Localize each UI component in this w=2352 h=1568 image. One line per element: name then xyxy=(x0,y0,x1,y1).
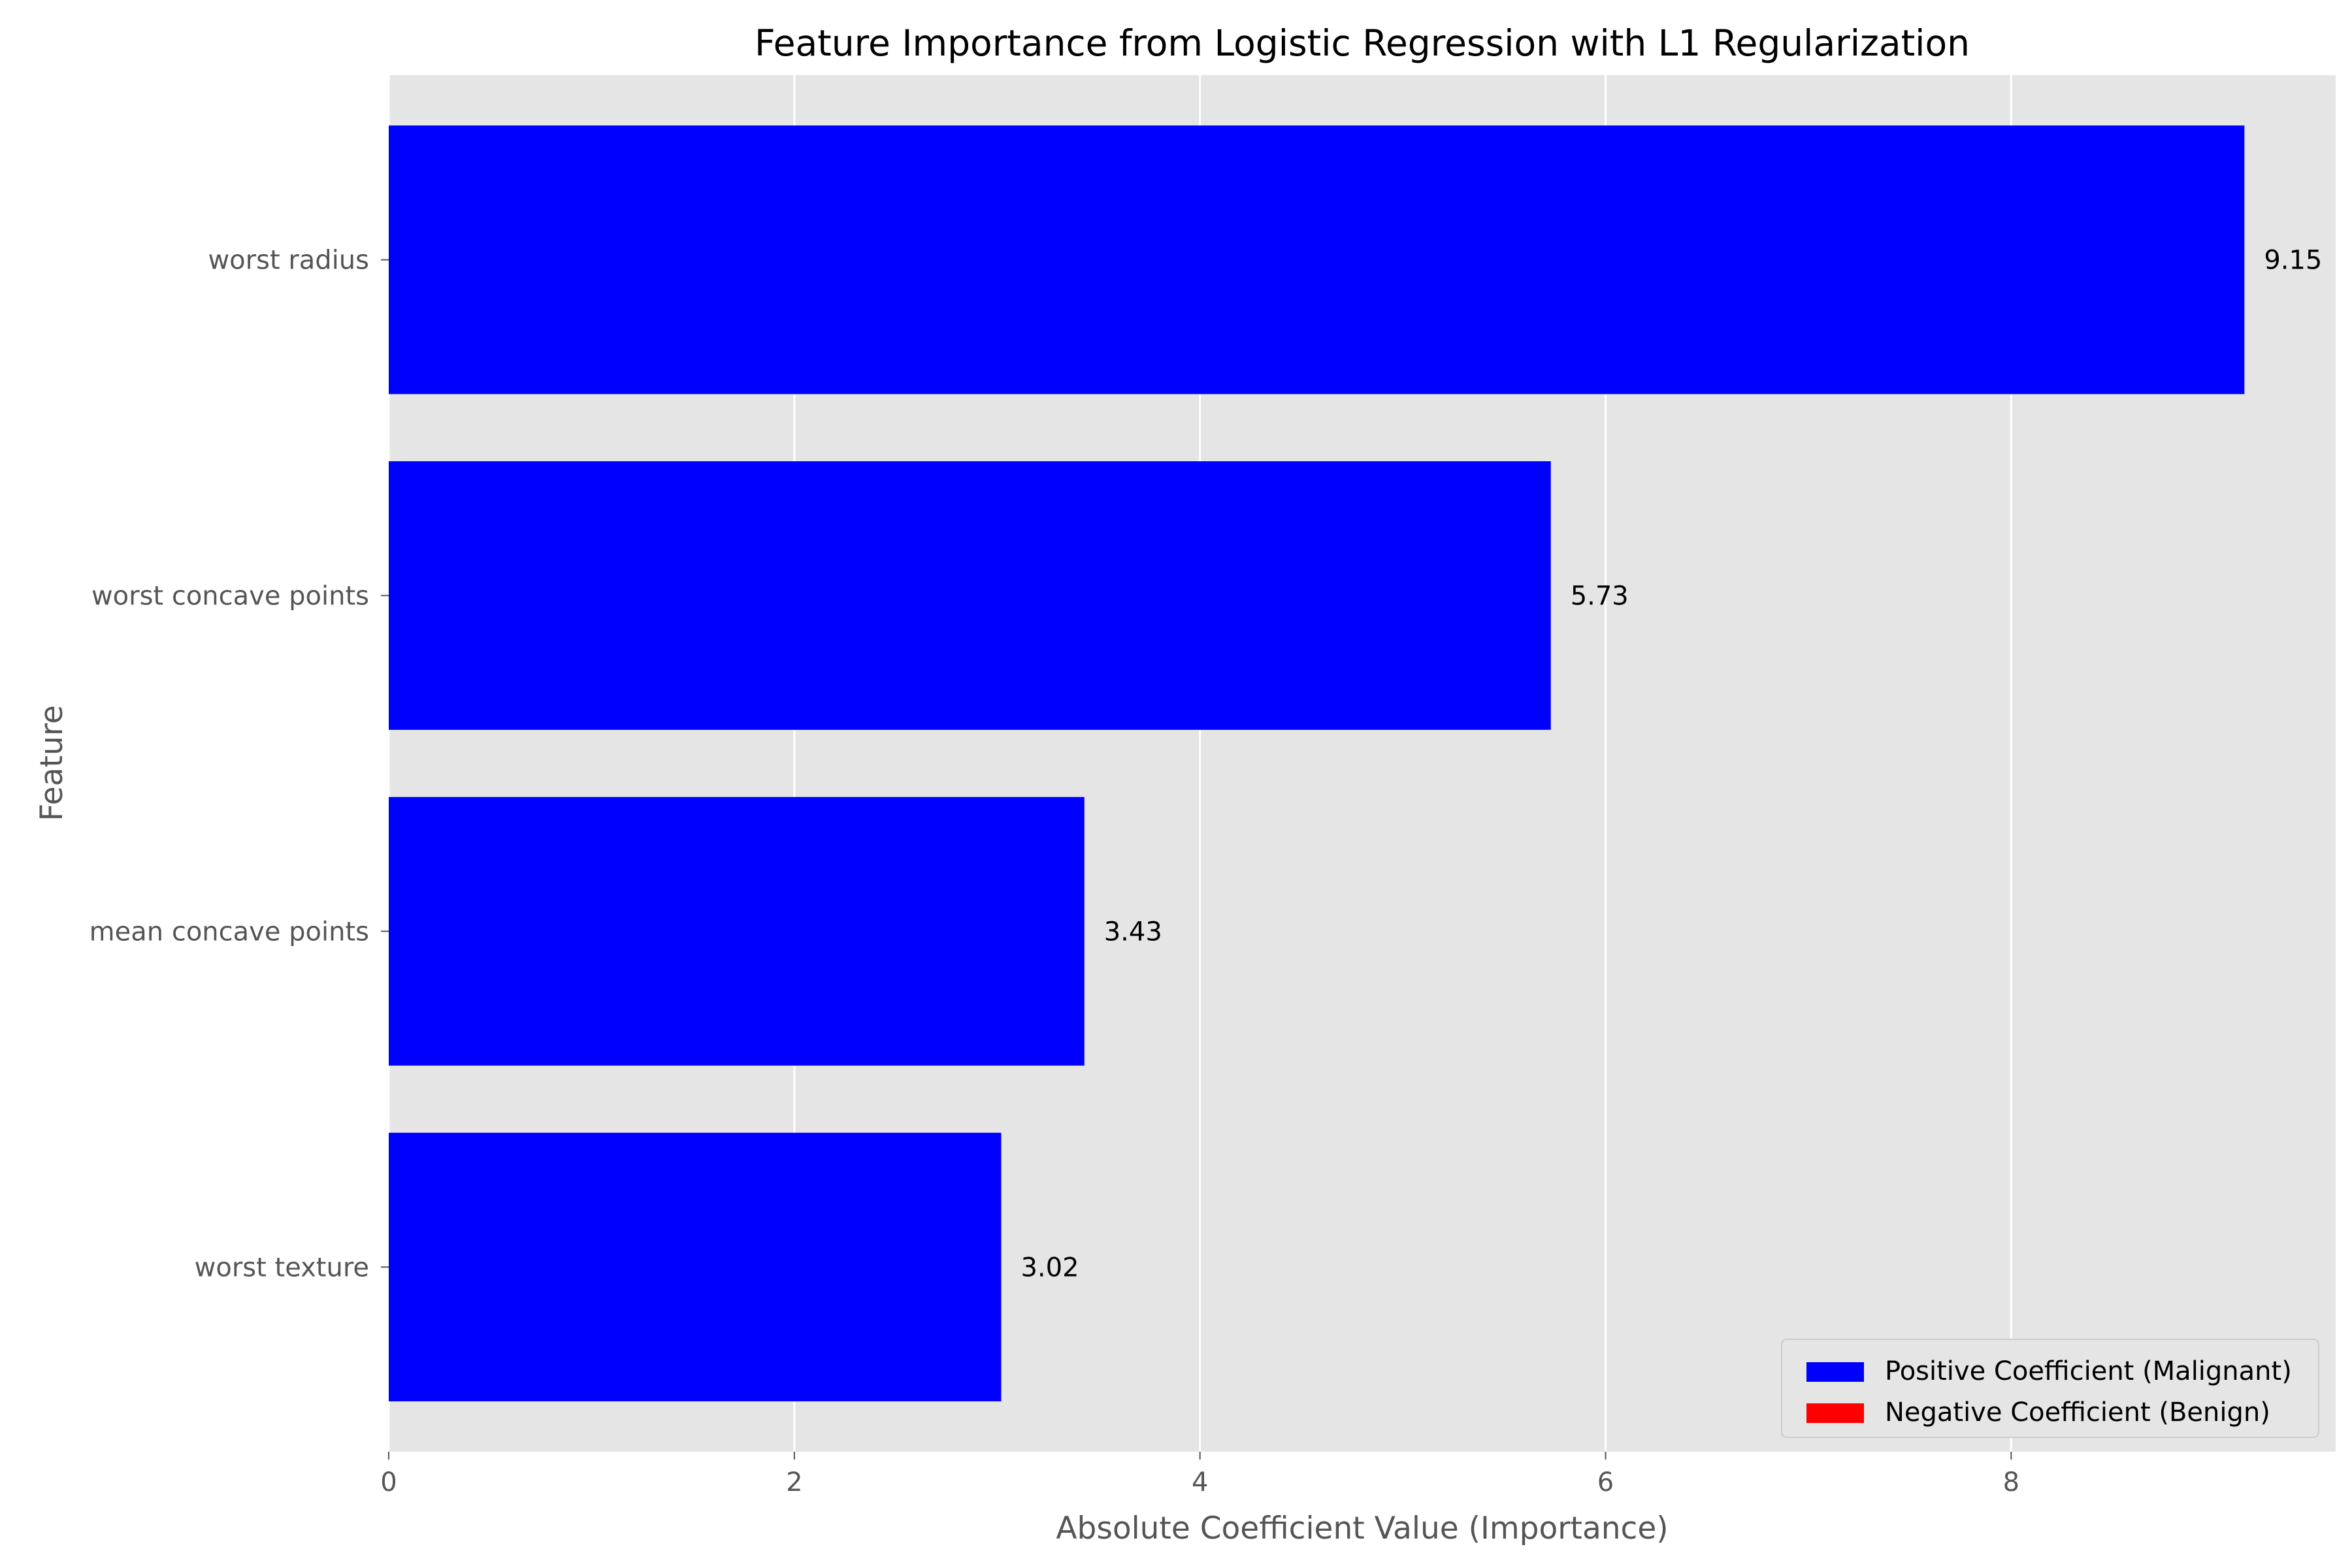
value-label-0: 9.15 xyxy=(2264,246,2322,276)
legend-swatch-positive xyxy=(1806,1362,1864,1382)
legend-swatch-negative xyxy=(1806,1403,1864,1423)
bar-1 xyxy=(389,461,1551,730)
y-axis-label: Feature xyxy=(34,705,70,821)
y-tick-label-0: worst radius xyxy=(208,246,369,276)
x-tick-label-2: 4 xyxy=(1192,1467,1208,1497)
x-axis-label: Absolute Coefficient Value (Importance) xyxy=(1056,1511,1668,1546)
bar-2 xyxy=(389,796,1085,1066)
x-tick-label-4: 8 xyxy=(2003,1467,2019,1497)
legend: Positive Coefficient (Malignant) Negativ… xyxy=(1781,1339,2319,1438)
legend-box xyxy=(1781,1339,2319,1438)
legend-label-positive: Positive Coefficient (Malignant) xyxy=(1885,1356,2292,1386)
bars xyxy=(389,125,2245,1401)
y-tick-label-2: mean concave points xyxy=(90,917,369,947)
value-label-2: 3.43 xyxy=(1104,917,1162,947)
bar-0 xyxy=(389,125,2245,395)
value-labels: 9.15 5.73 3.43 3.02 xyxy=(1021,246,2322,1283)
bar-3 xyxy=(389,1132,1002,1401)
legend-label-negative: Negative Coefficient (Benign) xyxy=(1885,1397,2270,1428)
x-tick-label-0: 0 xyxy=(380,1467,397,1497)
y-axis-ticks: worst radius worst concave points mean con… xyxy=(90,246,389,1282)
value-label-3: 3.02 xyxy=(1021,1252,1079,1282)
value-label-1: 5.73 xyxy=(1571,581,1629,612)
x-axis-ticks: 0 2 4 6 8 xyxy=(380,1452,2019,1497)
y-tick-label-3: worst texture xyxy=(195,1252,369,1282)
x-tick-label-1: 2 xyxy=(786,1467,802,1497)
chart-title: Feature Importance from Logistic Regress… xyxy=(755,22,1970,64)
x-tick-label-3: 6 xyxy=(1597,1467,1614,1497)
y-tick-label-1: worst concave points xyxy=(91,581,369,612)
